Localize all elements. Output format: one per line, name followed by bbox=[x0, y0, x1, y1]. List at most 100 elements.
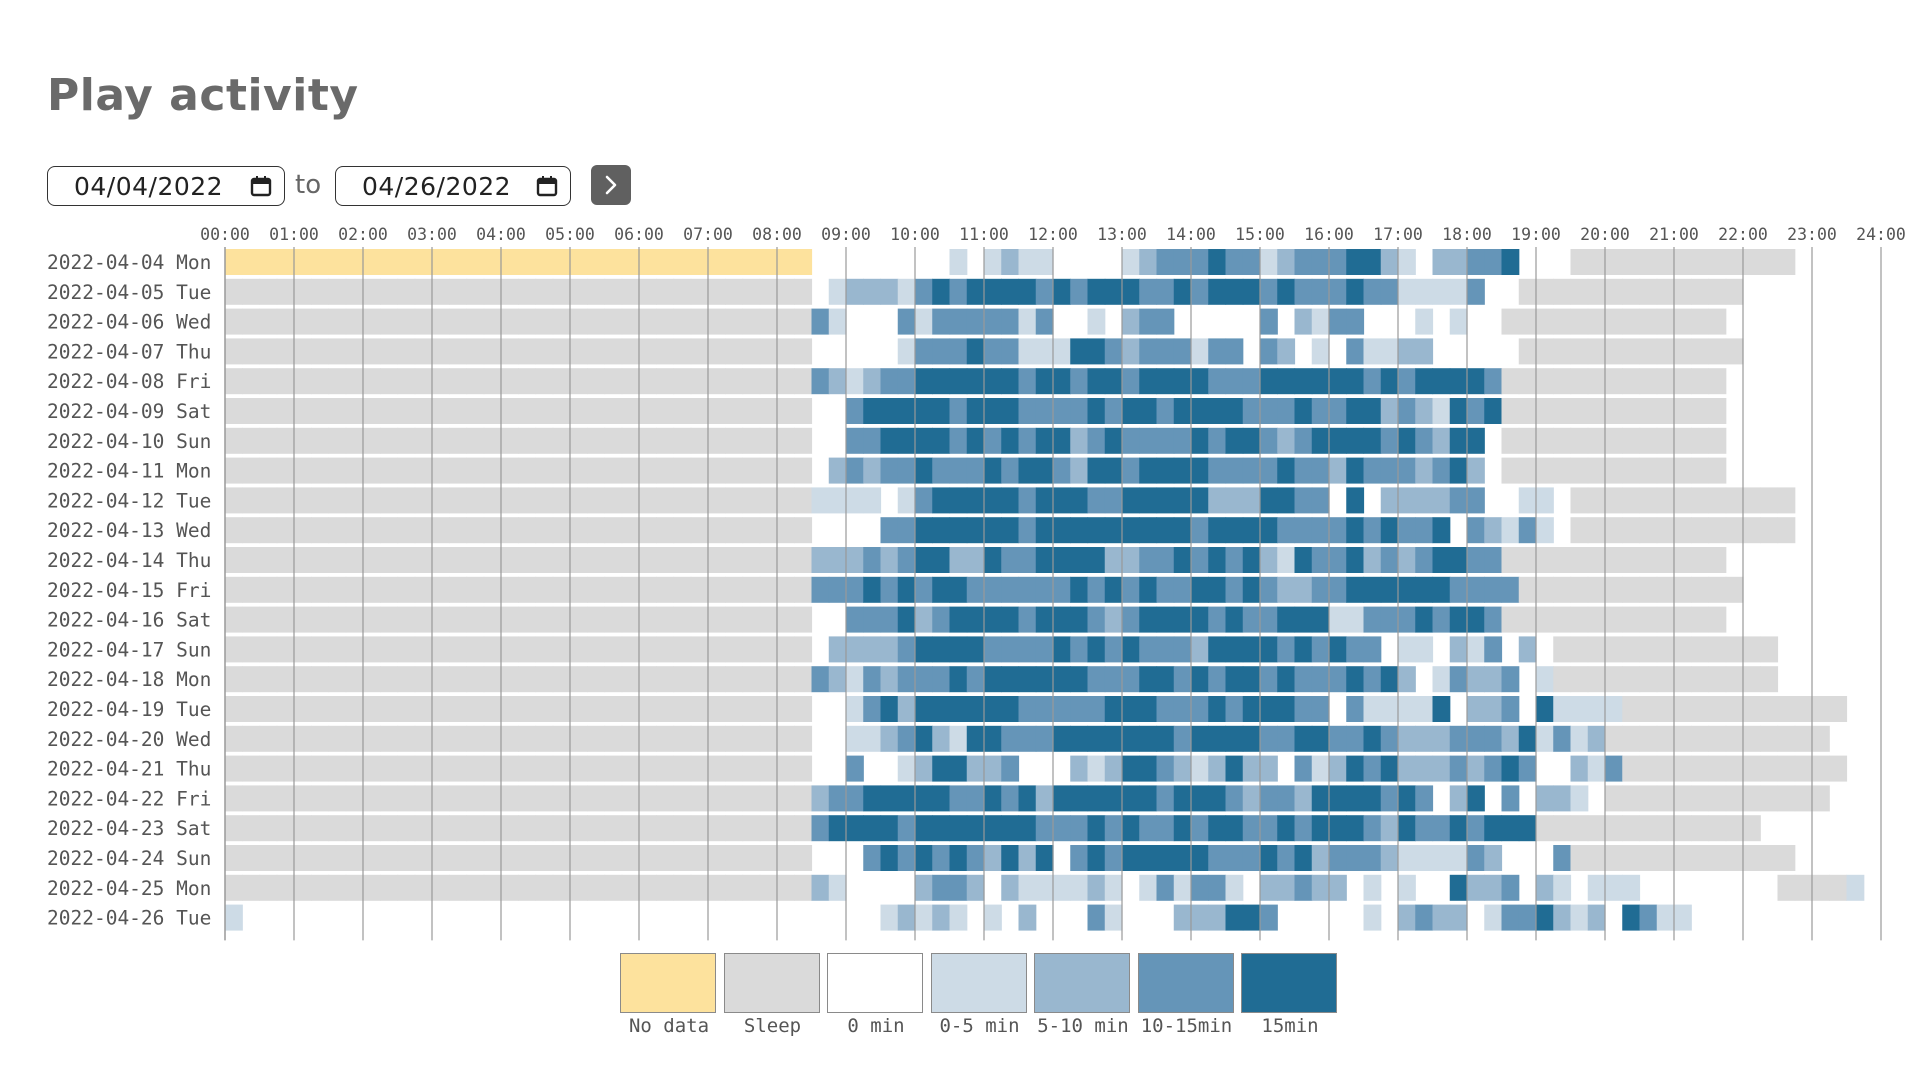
day-label: 2022-04-05 Tue bbox=[47, 281, 211, 304]
activity-cell bbox=[1087, 457, 1106, 484]
activity-cell bbox=[1018, 338, 1037, 365]
activity-cell bbox=[535, 457, 554, 484]
activity-cell bbox=[414, 785, 433, 812]
activity-cell bbox=[1346, 666, 1365, 693]
activity-cell bbox=[570, 755, 588, 782]
activity-cell bbox=[259, 696, 278, 722]
activity-cell bbox=[1415, 457, 1434, 484]
activity-heatmap: 00:00 01:00 02:00 03:00 04:00 05:00 06:00 07:00… bbox=[47, 225, 1906, 941]
activity-cell bbox=[397, 845, 416, 871]
activity-cell bbox=[880, 785, 899, 812]
activity-cell bbox=[639, 755, 657, 782]
activity-cell bbox=[1035, 874, 1054, 901]
activity-cell bbox=[759, 517, 778, 544]
activity-cell bbox=[1225, 487, 1244, 514]
activity-cell bbox=[1484, 874, 1503, 901]
activity-cell bbox=[1415, 845, 1434, 871]
activity-cell bbox=[466, 874, 485, 901]
activity-cell bbox=[673, 338, 692, 365]
activity-cell bbox=[1467, 427, 1485, 454]
activity-cell bbox=[656, 636, 675, 663]
activity-cell bbox=[690, 845, 709, 871]
activity-cell bbox=[345, 278, 364, 305]
activity-cell bbox=[225, 547, 243, 573]
activity-cell bbox=[1674, 845, 1692, 871]
activity-cell bbox=[777, 755, 795, 782]
activity-cell bbox=[621, 636, 640, 663]
end-date-input[interactable]: 04/26/2022 bbox=[335, 166, 571, 206]
activity-cell bbox=[294, 427, 312, 454]
activity-cell bbox=[1225, 547, 1244, 573]
activity-cell bbox=[1087, 636, 1106, 663]
activity-cell bbox=[949, 576, 968, 603]
activity-cell bbox=[915, 368, 933, 395]
activity-cell bbox=[294, 725, 312, 752]
activity-cell bbox=[449, 576, 468, 603]
activity-cell bbox=[1467, 725, 1485, 752]
activity-cell bbox=[552, 576, 571, 603]
activity-cell bbox=[1260, 815, 1278, 842]
activity-cell bbox=[1087, 547, 1106, 573]
activity-cell bbox=[1001, 308, 1020, 335]
hour-tick-label: 19:00 bbox=[1511, 225, 1561, 244]
activity-cell bbox=[397, 249, 416, 275]
activity-cell bbox=[397, 785, 416, 812]
activity-cell bbox=[570, 249, 588, 275]
calendar-icon[interactable] bbox=[250, 175, 272, 197]
activity-cell bbox=[863, 666, 882, 693]
hour-tick-label: 08:00 bbox=[752, 225, 802, 244]
activity-cell bbox=[1536, 338, 1554, 365]
activity-cell bbox=[1242, 547, 1261, 573]
activity-cell bbox=[1363, 249, 1382, 275]
activity-cell bbox=[897, 785, 916, 812]
apply-date-range-button[interactable] bbox=[591, 165, 631, 205]
start-date-input[interactable]: 04/04/2022 bbox=[47, 166, 285, 206]
activity-cell bbox=[915, 576, 933, 603]
day-label: 2022-04-25 Mon bbox=[47, 877, 211, 900]
activity-cell bbox=[1294, 457, 1313, 484]
activity-cell bbox=[1329, 368, 1347, 395]
activity-cell bbox=[1760, 755, 1779, 782]
activity-cell bbox=[294, 457, 312, 484]
legend-item: 5-10 min bbox=[1034, 953, 1132, 1037]
calendar-icon[interactable] bbox=[536, 175, 558, 197]
activity-cell bbox=[1070, 874, 1089, 901]
activity-cell bbox=[1018, 845, 1037, 871]
activity-cell bbox=[1432, 278, 1451, 305]
activity-cell bbox=[1070, 457, 1089, 484]
activity-cell bbox=[1156, 606, 1175, 633]
activity-cell bbox=[1018, 874, 1037, 901]
activity-cell bbox=[311, 368, 330, 395]
activity-cell bbox=[363, 815, 381, 842]
activity-cell bbox=[259, 338, 278, 365]
activity-cell bbox=[1656, 785, 1675, 812]
activity-cell bbox=[1622, 755, 1641, 782]
activity-cell bbox=[587, 696, 606, 722]
activity-cell bbox=[1415, 517, 1434, 544]
activity-cell bbox=[1501, 547, 1520, 573]
activity-cell bbox=[501, 487, 519, 514]
activity-cell bbox=[742, 338, 761, 365]
activity-cell bbox=[1622, 517, 1641, 544]
activity-cell bbox=[932, 725, 951, 752]
activity-cell bbox=[466, 606, 485, 633]
activity-cell bbox=[1363, 785, 1382, 812]
activity-cell bbox=[1277, 696, 1296, 722]
activity-cell bbox=[828, 278, 847, 305]
activity-cell bbox=[449, 368, 468, 395]
activity-cell bbox=[328, 517, 347, 544]
hour-tick-label: 01:00 bbox=[269, 225, 319, 244]
activity-cell bbox=[1122, 278, 1140, 305]
hour-tick-label: 20:00 bbox=[1580, 225, 1630, 244]
day-label: 2022-04-06 Wed bbox=[47, 311, 211, 334]
activity-cell bbox=[1104, 457, 1123, 484]
activity-cell bbox=[863, 845, 882, 871]
activity-cell bbox=[863, 368, 882, 395]
activity-cell bbox=[518, 606, 537, 633]
activity-cell bbox=[1501, 398, 1520, 424]
activity-cell bbox=[1208, 845, 1227, 871]
activity-cell bbox=[1070, 547, 1089, 573]
activity-cell bbox=[414, 278, 433, 305]
activity-cell bbox=[1346, 398, 1365, 424]
activity-cell bbox=[639, 666, 657, 693]
